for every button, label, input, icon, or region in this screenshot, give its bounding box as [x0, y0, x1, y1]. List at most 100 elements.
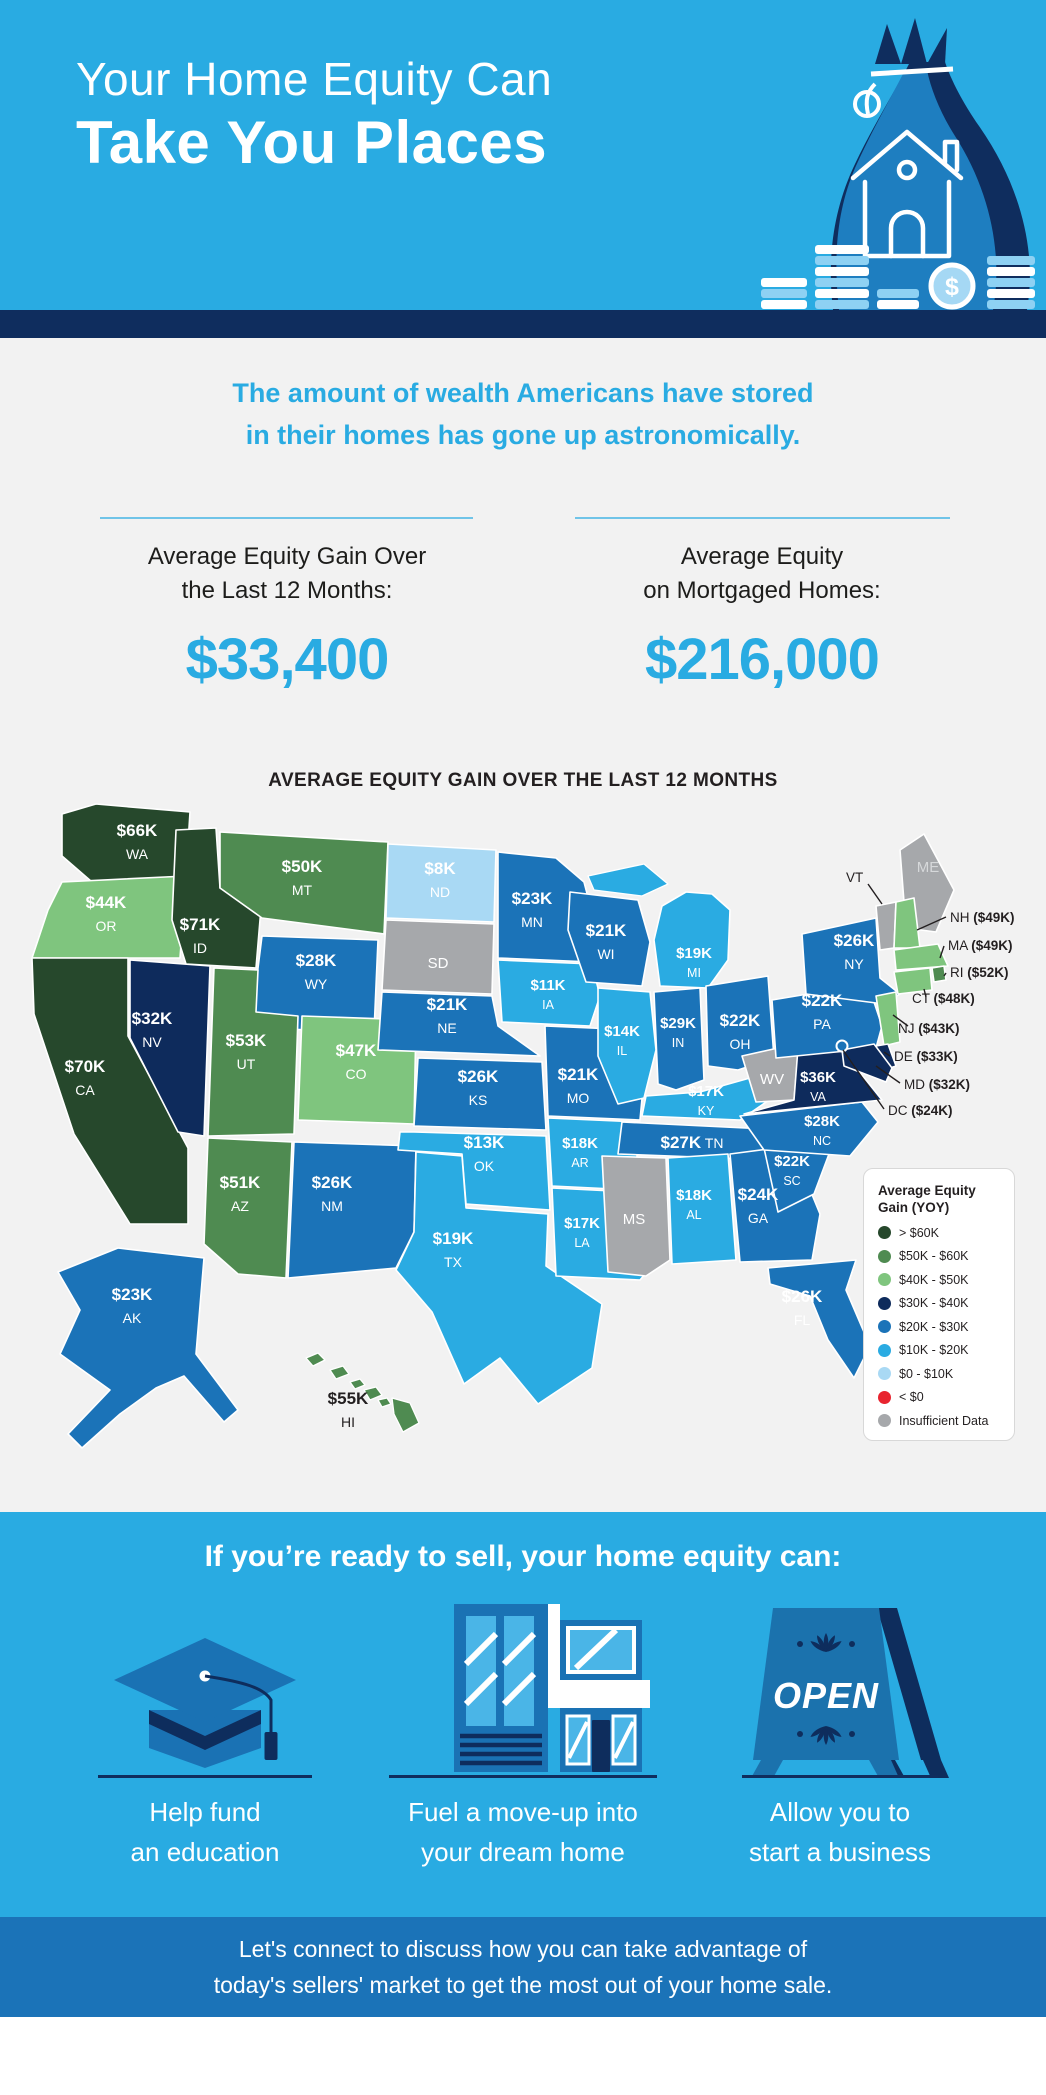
callout-line-NJ — [892, 1014, 909, 1027]
state-value-NY: $26K — [834, 931, 875, 950]
callout-line-CT — [923, 988, 927, 998]
state-value-MT: $50K — [282, 857, 323, 876]
state-MS — [601, 1155, 671, 1277]
svg-text:$: $ — [945, 273, 959, 301]
state-value-ND: $8K — [424, 859, 456, 878]
state-abbr-ID: ID — [193, 940, 207, 956]
burst-decoration — [797, 1633, 855, 1745]
callout-label-NJ: NJ ($43K) — [898, 1021, 960, 1036]
legend-label: Insufficient Data — [899, 1413, 989, 1428]
house-outline-icon — [850, 129, 964, 259]
state-abbr-CO: CO — [346, 1066, 367, 1082]
cta-line2: today's sellers' market to get the most … — [213, 1972, 833, 1998]
state-WI — [567, 891, 651, 987]
state-value-KS: $26K — [458, 1067, 499, 1086]
state-value-IN: $29K — [660, 1015, 696, 1032]
legend-label: $0 - $10K — [899, 1366, 954, 1381]
state-value-IA: $11K — [530, 977, 565, 994]
legend-item: > $60K — [878, 1226, 1000, 1240]
state-RI — [931, 965, 947, 983]
callout-label-NH: NH ($49K) — [950, 910, 1015, 925]
state-abbr-AR: AR — [571, 1156, 588, 1170]
legend-item: $20K - $30K — [878, 1320, 1000, 1334]
stat-value-equity-mortgaged: $216,000 — [645, 627, 880, 692]
state-value-VA: $36K — [800, 1069, 836, 1086]
map-title: AVERAGE EQUITY GAIN OVER THE LAST 12 MON… — [268, 770, 778, 791]
state-abbr-VA: VA — [810, 1090, 826, 1104]
state-abbr-OR: OR — [96, 918, 117, 934]
legend-item: $50K - $60K — [878, 1249, 1000, 1263]
state-abbr-MT: MT — [292, 882, 313, 898]
state-HI — [391, 1397, 420, 1433]
state-abbr-AL: AL — [686, 1208, 701, 1222]
stat-label-equity-gain: Average Equity Gain Over the Last 12 Mon… — [147, 543, 427, 604]
callout-label-MD: MD ($32K) — [904, 1077, 970, 1092]
state-abbr-NE: NE — [437, 1020, 456, 1036]
state-IL — [597, 987, 657, 1105]
state-ID — [171, 827, 263, 969]
state-abbr-NY: NY — [844, 956, 864, 972]
open-sign-icon: OPEN — [751, 1608, 949, 1778]
callout-line-DC — [842, 1049, 885, 1110]
state-abbr-OK: OK — [474, 1158, 495, 1174]
state-abbr-TX: TX — [444, 1254, 463, 1270]
state-value-OH: $22K — [720, 1011, 761, 1030]
callout-line-MA — [939, 945, 945, 959]
callout-label-RI: RI ($52K) — [950, 965, 1009, 980]
state-OK — [397, 1131, 551, 1211]
state-abbr-WA: WA — [126, 846, 149, 862]
state-value-NC: $28K — [804, 1113, 840, 1130]
state-value-ID: $71K — [180, 915, 221, 934]
state-abbr-IA: IA — [542, 998, 554, 1012]
state-IN — [653, 987, 705, 1091]
legend-swatch-icon — [878, 1296, 891, 1310]
intro-headline-line1: The amount of wealth Americans have stor… — [232, 378, 814, 408]
callout-line-VT — [867, 883, 883, 905]
legend-swatch-icon — [878, 1249, 891, 1263]
dollar-coin-icon: $ — [928, 262, 976, 310]
intro-headline-line2: in their homes has gone up astronomicall… — [245, 420, 801, 450]
state-HI — [305, 1352, 326, 1367]
state-abbr-ND: ND — [430, 884, 450, 900]
legend-label: < $0 — [899, 1390, 924, 1404]
state-DC-dot — [835, 1039, 849, 1053]
state-AZ — [203, 1137, 293, 1279]
state-value-AR: $18K — [562, 1135, 598, 1152]
state-abbr-HI: HI — [341, 1414, 355, 1430]
state-abbr-NC: NC — [813, 1134, 831, 1148]
state-label-SD: SD — [428, 955, 449, 972]
divider-right — [575, 517, 950, 519]
callout-label-MA: MA ($49K) — [948, 938, 1013, 953]
state-abbr-MN: MN — [521, 914, 543, 930]
state-value-FL: $26K — [782, 1287, 823, 1306]
legend-swatch-icon — [878, 1226, 891, 1239]
map-legend: Average Equity Gain (YOY) > $60K $50K - $… — [863, 1168, 1015, 1441]
footer: Source: CoreLogic — [0, 2017, 1046, 2095]
legend-label: $30K - $40K — [899, 1296, 969, 1310]
state-value-IL: $14K — [604, 1023, 640, 1040]
state-CT — [893, 967, 933, 995]
benefit-caption-dream-home: Fuel a move-up into your dream home — [408, 1797, 638, 1867]
stat-label-equity-mortgaged: Average Equity on Mortgaged Homes: — [643, 543, 881, 604]
state-KS — [413, 1057, 547, 1131]
state-abbr-WY: WY — [305, 976, 328, 992]
state-NJ — [875, 991, 901, 1047]
state-abbr-SC: SC — [783, 1174, 800, 1188]
legend-label: > $60K — [899, 1225, 939, 1240]
money-bag-icon: $ — [761, 18, 1035, 310]
state-label-MS: MS — [623, 1211, 646, 1228]
legend-swatch-icon — [878, 1367, 891, 1380]
state-MI — [653, 891, 731, 989]
state-SD — [381, 919, 495, 995]
state-AK — [57, 1247, 239, 1449]
state-value-MO: $21K — [558, 1065, 599, 1084]
state-value-SC: $22K — [774, 1153, 810, 1170]
benefit-caption-business: Allow you to start a business — [748, 1797, 932, 1867]
state-value-WA: $66K — [117, 821, 158, 840]
state-abbr-GA: GA — [748, 1210, 769, 1226]
state-label-ME: ME — [917, 859, 940, 876]
legend-label: $10K - $20K — [899, 1343, 969, 1357]
state-value-PA: $22K — [802, 991, 843, 1010]
state-VT — [875, 901, 897, 951]
state-OR — [31, 875, 187, 959]
